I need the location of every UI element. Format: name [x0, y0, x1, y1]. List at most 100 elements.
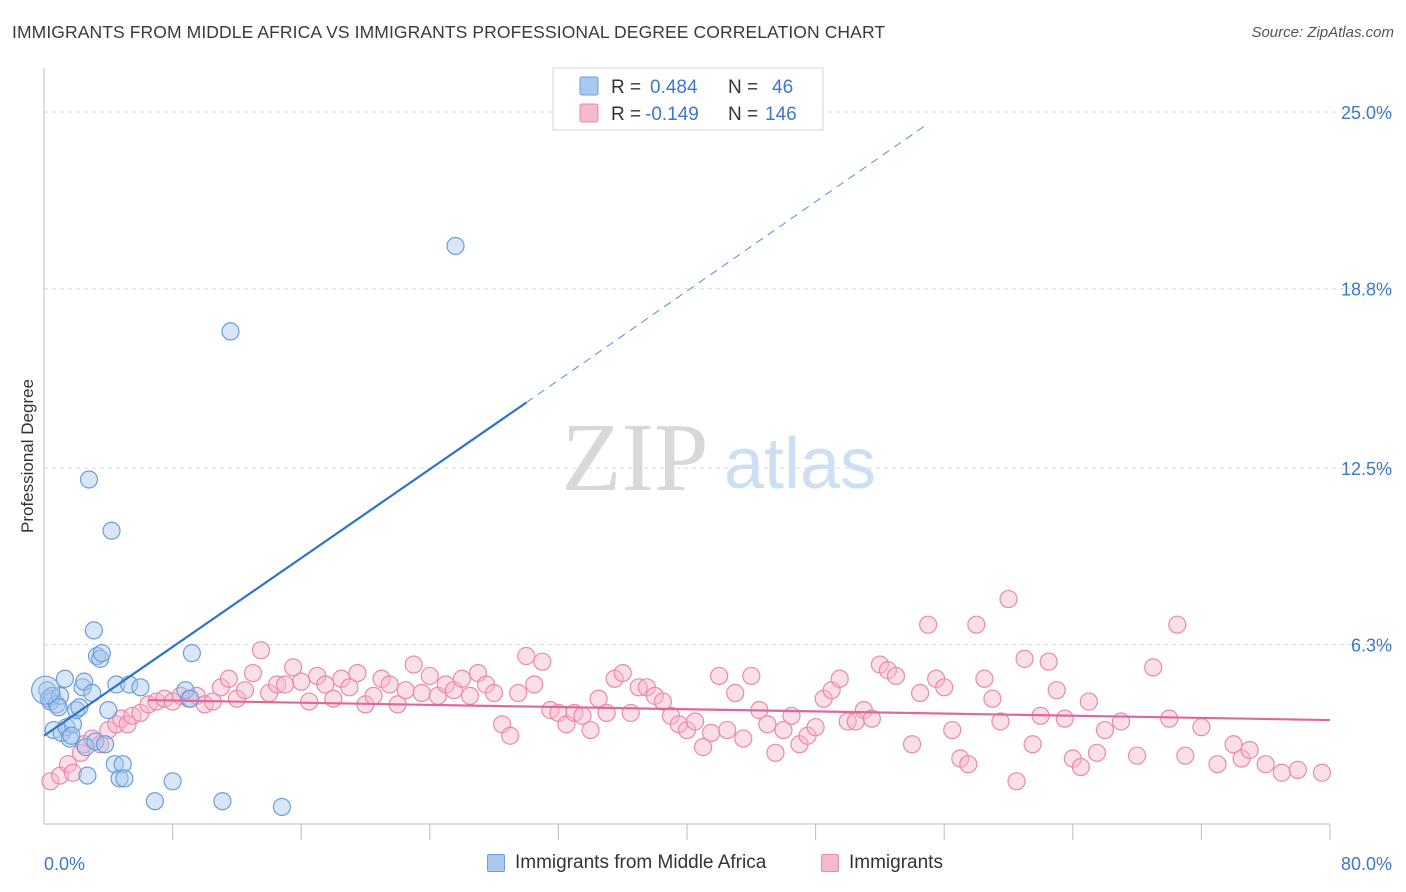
series-immigrants-points	[41, 589, 1332, 791]
data-point	[726, 683, 745, 703]
data-point	[1039, 652, 1058, 671]
data-point	[243, 663, 263, 683]
legend-r-value-2: -0.149	[645, 104, 699, 125]
data-point	[991, 712, 1010, 731]
data-point	[213, 792, 232, 811]
data-point	[1079, 692, 1098, 711]
data-point	[102, 521, 121, 540]
data-point	[621, 703, 640, 723]
data-point	[983, 689, 1002, 708]
trend-lines	[43, 123, 1331, 737]
data-point	[766, 743, 785, 762]
data-point	[1192, 718, 1211, 737]
data-point	[975, 669, 994, 688]
y-tick-label: 18.8%	[1341, 280, 1392, 300]
data-point	[412, 683, 431, 703]
legend-item-immigrants[interactable]: Immigrants	[821, 852, 943, 874]
y-tick-label: 12.5%	[1341, 459, 1392, 479]
y-tick-label: 6.3%	[1351, 636, 1392, 656]
data-point	[1224, 735, 1243, 754]
data-point	[693, 738, 713, 757]
legend-n-value-2: 146	[765, 104, 797, 125]
data-point	[1007, 772, 1026, 791]
data-point	[31, 675, 61, 705]
data-point	[300, 692, 319, 711]
legend-label-middle-africa: Immigrants from Middle Africa	[515, 852, 767, 873]
data-point	[115, 769, 134, 788]
data-point	[163, 772, 182, 791]
y-tick-label: 25.0%	[1341, 103, 1392, 123]
legend-label-immigrants: Immigrants	[849, 852, 943, 873]
data-point	[685, 712, 705, 731]
watermark: ZIP atlas	[562, 404, 877, 512]
data-point	[49, 698, 68, 717]
data-point	[181, 689, 200, 708]
data-point	[1071, 757, 1090, 777]
data-point	[67, 701, 86, 720]
data-point	[452, 669, 472, 688]
data-point	[79, 470, 99, 489]
legend-r-label-2: R =	[611, 104, 641, 125]
data-point	[653, 692, 672, 711]
data-point	[396, 681, 415, 700]
data-point	[324, 689, 343, 708]
data-point	[92, 644, 111, 663]
data-point	[533, 652, 552, 671]
data-point	[1272, 763, 1291, 782]
data-point	[113, 755, 132, 774]
data-point	[517, 646, 536, 666]
data-point	[1176, 746, 1195, 765]
gridlines	[44, 111, 1392, 646]
data-point	[59, 755, 78, 774]
data-point	[935, 678, 954, 697]
data-point	[131, 678, 150, 697]
data-point	[99, 701, 118, 720]
tick-labels: 6.3% 12.5% 18.8% 25.0% 0.0% 80.0%	[44, 103, 1392, 874]
data-point	[1023, 735, 1042, 754]
data-point	[919, 615, 938, 634]
data-point	[62, 726, 81, 745]
data-point	[41, 772, 60, 791]
chart-title: IMMIGRANTS FROM MIDDLE AFRICA VS IMMIGRA…	[12, 22, 886, 42]
legend-blue-swatch	[579, 76, 599, 96]
data-point	[87, 646, 107, 666]
data-point	[340, 678, 359, 697]
legend-n-label-2: N =	[728, 104, 758, 125]
data-point	[999, 589, 1018, 609]
trend-line-immigrants	[148, 699, 1331, 722]
data-point	[1095, 720, 1115, 740]
legend-bottom: Immigrants from Middle Africa Immigrants	[0, 852, 1406, 878]
source-label: Source: ZipAtlas.com	[1251, 24, 1394, 41]
data-point	[76, 738, 95, 757]
data-point	[806, 718, 825, 737]
data-point	[509, 683, 528, 703]
legend-item-middle-africa[interactable]: Immigrants from Middle Africa	[487, 852, 766, 874]
legend-r-value-1: 0.484	[650, 77, 698, 98]
data-point	[446, 236, 465, 256]
data-point	[460, 686, 480, 705]
data-point	[1240, 740, 1259, 760]
data-point	[886, 666, 906, 686]
data-point	[902, 735, 922, 754]
data-point	[55, 669, 74, 688]
data-point	[830, 669, 849, 688]
data-point	[742, 666, 761, 686]
data-point	[1312, 763, 1332, 782]
data-point	[145, 792, 165, 811]
data-point	[1208, 755, 1227, 774]
data-point	[316, 675, 335, 694]
data-point	[1168, 615, 1187, 634]
data-point	[1256, 755, 1275, 774]
watermark-zip: ZIP	[562, 404, 709, 512]
x-tick-label-min: 0.0%	[44, 854, 85, 874]
data-point	[251, 641, 271, 660]
data-point	[1144, 658, 1163, 677]
data-point	[581, 720, 600, 740]
data-point	[235, 681, 255, 700]
data-point	[176, 681, 195, 700]
data-point	[774, 720, 793, 740]
data-point	[91, 735, 110, 754]
data-point	[967, 615, 986, 634]
data-point	[110, 769, 129, 788]
